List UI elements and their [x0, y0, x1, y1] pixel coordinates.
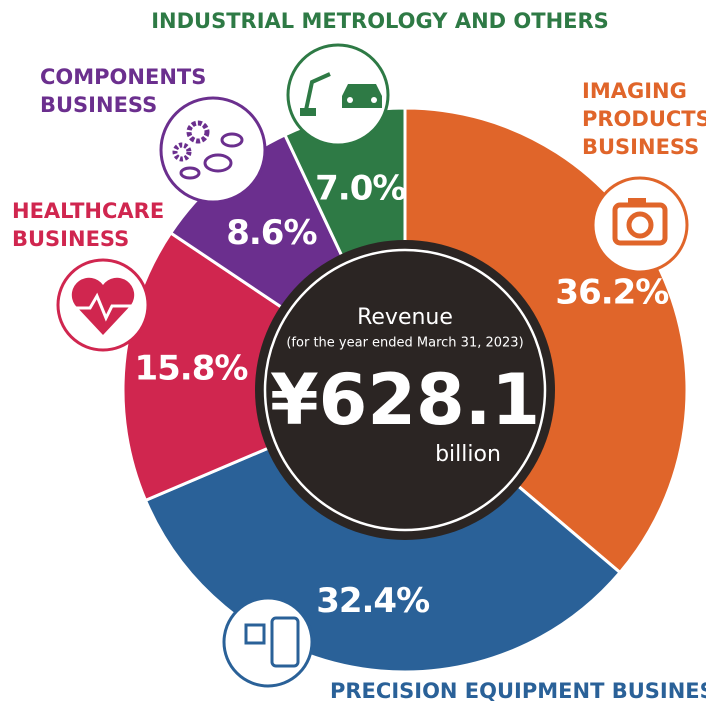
center-ring — [263, 248, 547, 532]
category-label-line: PRODUCTS — [582, 107, 706, 131]
healthcare-icon — [56, 258, 150, 352]
imaging-icon — [591, 176, 689, 274]
center-value: ¥628.1 — [270, 359, 540, 441]
components-icon — [159, 96, 267, 204]
value-label: 7.0% — [315, 168, 405, 208]
value-label: 36.2% — [555, 273, 668, 313]
center-note: (for the year ended March 31, 2023) — [286, 336, 523, 351]
category-label: IMAGING PRODUCTS BUSINESS — [582, 79, 706, 159]
category-label-line: PRECISION EQUIPMENT BUSINESS — [330, 679, 706, 703]
category-label-line: BUSINESS — [582, 135, 699, 159]
category-label-line: COMPONENTS — [40, 65, 206, 89]
value-label: 32.4% — [316, 581, 429, 621]
center-unit: billion — [435, 442, 501, 467]
value-label: 8.6% — [226, 213, 316, 253]
precision-icon — [222, 596, 314, 688]
category-label-line: BUSINESS — [12, 227, 129, 251]
center-disc — [255, 240, 555, 540]
industrial-icon — [286, 43, 390, 147]
category-label-line: BUSINESS — [40, 93, 157, 117]
category-label-line: INDUSTRIAL METROLOGY AND OTHERS — [151, 9, 609, 33]
category-label-line: HEALTHCARE — [12, 199, 164, 223]
category-label-line: IMAGING — [582, 79, 687, 103]
category-label: HEALTHCARE BUSINESS — [12, 199, 164, 251]
category-label: COMPONENTS BUSINESS — [40, 65, 206, 117]
value-label: 15.8% — [134, 348, 247, 388]
center-title: Revenue — [357, 305, 453, 330]
category-label: INDUSTRIAL METROLOGY AND OTHERS — [151, 9, 609, 33]
category-label: PRECISION EQUIPMENT BUSINESS — [330, 679, 706, 703]
